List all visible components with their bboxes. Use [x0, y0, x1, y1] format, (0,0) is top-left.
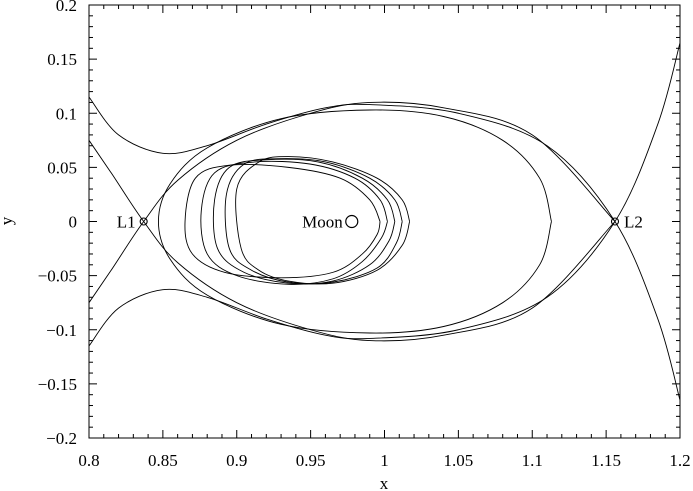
x-tick-label: 1 [380, 451, 389, 470]
l1-label: L1 [117, 213, 136, 232]
curve-10 [184, 164, 381, 279]
curve-5 [157, 109, 552, 334]
x-tick-label: 1.15 [591, 451, 621, 470]
y-tick-label: 0.05 [47, 158, 77, 177]
y-tick-label: 0.2 [56, 0, 77, 15]
x-tick-label: 1.2 [669, 451, 690, 470]
curve-9 [200, 160, 388, 285]
y-tick-label: −0.2 [46, 429, 77, 448]
y-tick-label: 0.15 [47, 50, 77, 69]
y-tick-labels: −0.2 −0.15 −0.1 −0.05 0 0.05 0.1 0.15 0.2 [38, 0, 77, 448]
y-tick-label: −0.15 [38, 375, 77, 394]
x-tick-label: 1.05 [444, 451, 474, 470]
x-tick-label: 0.8 [78, 451, 99, 470]
y-tick-label: 0.1 [56, 104, 77, 123]
curve-4 [88, 42, 681, 347]
curve-8 [212, 158, 396, 285]
curve-6 [235, 156, 411, 285]
y-tick-label: −0.1 [46, 321, 77, 340]
x-tick-label: 0.9 [226, 451, 247, 470]
plot-frame [88, 4, 681, 439]
orbit-curves [88, 42, 681, 401]
moon-label: Moon [302, 213, 343, 232]
l1-marker [139, 217, 148, 226]
curve-7 [224, 158, 403, 285]
curve-1 [88, 140, 616, 342]
axis-ticks [88, 4, 681, 439]
moon-marker [345, 214, 359, 229]
y-axis-label: y [0, 216, 16, 225]
l2-marker [610, 217, 620, 226]
curve-3 [88, 96, 681, 401]
y-tick-label: −0.05 [38, 267, 77, 286]
points-layer: L1 L2 Moon [117, 213, 643, 232]
l2-label: L2 [624, 213, 643, 232]
x-tick-label: 1.1 [522, 451, 543, 470]
x-tick-label: 0.85 [148, 451, 178, 470]
x-axis-label: x [380, 474, 389, 491]
x-tick-label: 0.95 [296, 451, 326, 470]
curve-2 [88, 101, 616, 303]
x-tick-labels: 0.8 0.85 0.9 0.95 1 1.05 1.1 1.15 1.2 [78, 451, 690, 470]
y-tick-label: 0 [69, 213, 78, 232]
